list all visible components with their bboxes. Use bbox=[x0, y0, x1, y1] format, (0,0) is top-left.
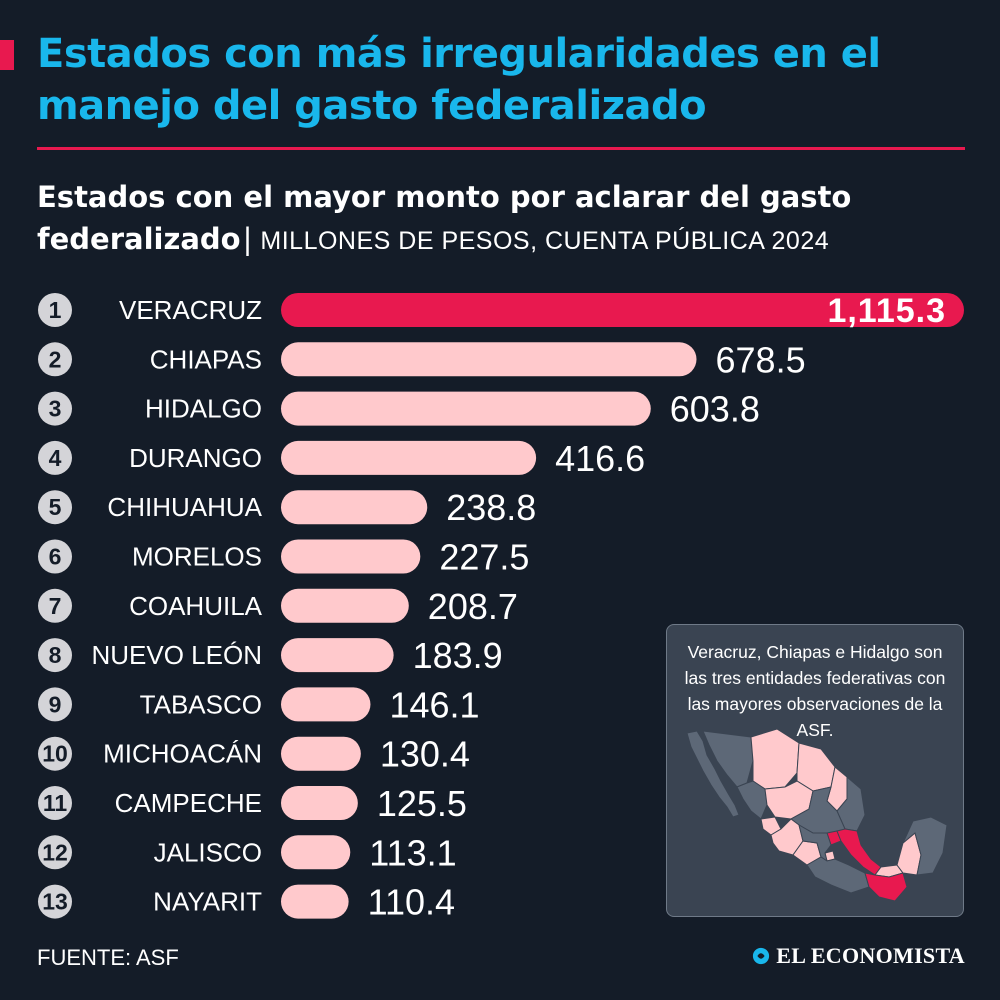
bar-category-label: JALISCO bbox=[154, 837, 262, 867]
rank-number: 13 bbox=[42, 889, 68, 915]
rank-badge bbox=[38, 835, 72, 870]
rank-badge bbox=[38, 391, 72, 426]
rank-number: 7 bbox=[49, 593, 62, 619]
bar-value-label: 110.4 bbox=[368, 882, 455, 923]
bar bbox=[281, 638, 394, 673]
map-chihuahua bbox=[750, 728, 800, 790]
subtitle-unit: MILLONES DE PESOS, CUENTA PÚBLICA 2024 bbox=[260, 227, 830, 255]
page-title: Estados con más irregularidades en el ma… bbox=[37, 31, 881, 129]
mexico-map bbox=[686, 728, 948, 902]
bar-category-label: MICHOACÁN bbox=[103, 739, 262, 769]
bar bbox=[281, 539, 421, 574]
rank-number: 5 bbox=[49, 494, 62, 520]
bar-value-label: 603.8 bbox=[670, 389, 760, 430]
bar bbox=[281, 835, 351, 870]
title-accent-marker bbox=[0, 40, 14, 70]
rank-number: 4 bbox=[49, 445, 62, 471]
brand-mark-icon bbox=[753, 947, 770, 965]
rank-badge bbox=[38, 638, 72, 673]
bar-value-label: 130.4 bbox=[380, 734, 470, 775]
bar-category-label: CAMPECHE bbox=[115, 788, 262, 818]
rank-badge bbox=[38, 539, 72, 574]
bar-category-label: COAHUILA bbox=[129, 591, 263, 621]
bar-category-label: HIDALGO bbox=[145, 394, 262, 424]
bar bbox=[281, 293, 964, 327]
bar-value-label: 1,115.3 bbox=[827, 292, 946, 330]
bar-category-label: MORELOS bbox=[132, 542, 262, 572]
source-note: FUENTE: ASF bbox=[37, 945, 179, 970]
chart-subtitle: Estados con el mayor monto por aclarar d… bbox=[37, 176, 977, 262]
rank-number: 6 bbox=[49, 544, 62, 570]
note-box: Veracruz, Chiapas e Hidalgo son las tres… bbox=[666, 624, 964, 917]
title-divider bbox=[37, 147, 965, 150]
rank-number: 11 bbox=[43, 790, 68, 816]
rank-badge bbox=[38, 342, 72, 377]
bar-category-label: VERACRUZ bbox=[119, 295, 262, 325]
bar-value-label: 416.6 bbox=[555, 438, 645, 479]
bar bbox=[281, 588, 409, 623]
note-text: Veracruz, Chiapas e Hidalgo son las tres… bbox=[684, 642, 946, 740]
bar bbox=[281, 342, 697, 377]
bar-value-label: 208.7 bbox=[428, 586, 518, 627]
rank-number: 2 bbox=[49, 346, 62, 372]
rank-badge bbox=[38, 490, 72, 525]
rank-number: 9 bbox=[49, 691, 62, 717]
subtitle-main: Estados con el mayor monto por aclarar d… bbox=[37, 180, 852, 256]
rank-badge bbox=[38, 588, 72, 623]
bar bbox=[281, 440, 537, 475]
bar bbox=[281, 736, 361, 771]
brand-logo: EL ECONOMISTA bbox=[752, 943, 965, 969]
bar-category-label: TABASCO bbox=[140, 689, 262, 719]
bar bbox=[281, 490, 428, 525]
rank-badge bbox=[38, 736, 72, 771]
bar-category-label: NAYARIT bbox=[153, 887, 262, 917]
subtitle-separator: | bbox=[242, 222, 253, 256]
brand-name: EL ECONOMISTA bbox=[776, 943, 965, 968]
rank-number: 1 bbox=[49, 297, 62, 323]
bar-category-label: CHIAPAS bbox=[150, 344, 262, 374]
bar-category-label: NUEVO LEÓN bbox=[92, 640, 263, 670]
bar bbox=[281, 687, 371, 722]
rank-number: 8 bbox=[49, 642, 62, 668]
bar-value-label: 678.5 bbox=[716, 339, 806, 380]
bar bbox=[281, 884, 349, 919]
rank-badge bbox=[38, 884, 72, 919]
rank-badge bbox=[38, 687, 72, 722]
bar-value-label: 113.1 bbox=[369, 832, 456, 873]
map-baja-california bbox=[686, 730, 740, 818]
bar-value-label: 227.5 bbox=[439, 537, 529, 578]
rank-number: 12 bbox=[42, 839, 68, 865]
rank-number: 3 bbox=[49, 396, 62, 422]
rank-badge bbox=[38, 786, 72, 820]
bar-category-label: DURANGO bbox=[129, 443, 262, 473]
bar bbox=[281, 786, 358, 820]
rank-number: 10 bbox=[42, 741, 68, 767]
bar bbox=[281, 391, 651, 426]
map-yucatan bbox=[902, 816, 948, 876]
bar-value-label: 183.9 bbox=[413, 635, 503, 676]
bar-value-label: 125.5 bbox=[377, 783, 467, 824]
bar-value-label: 238.8 bbox=[446, 487, 536, 528]
bar-category-label: CHIHUAHUA bbox=[107, 492, 262, 522]
map-chiapas bbox=[864, 872, 908, 902]
rank-badge bbox=[38, 440, 72, 475]
map-coahuila bbox=[796, 742, 836, 792]
rank-badge bbox=[38, 293, 72, 327]
bar-value-label: 146.1 bbox=[389, 684, 479, 725]
